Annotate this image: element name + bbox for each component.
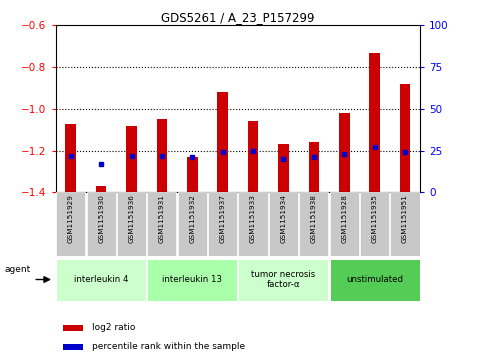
Text: GSM1151929: GSM1151929 (68, 194, 74, 243)
Bar (390, 192, 420, 256)
Text: tumor necrosis
factor-α: tumor necrosis factor-α (251, 270, 315, 289)
Bar (56, 259, 146, 301)
Text: GSM1151951: GSM1151951 (402, 194, 408, 243)
Text: GSM1151937: GSM1151937 (220, 194, 226, 243)
Text: GSM1151935: GSM1151935 (371, 194, 378, 243)
Text: agent: agent (4, 265, 31, 274)
Text: GSM1151930: GSM1151930 (98, 194, 104, 243)
Bar (217, 92, 228, 192)
Text: GSM1151931: GSM1151931 (159, 194, 165, 243)
Bar (239, 259, 328, 301)
Bar (187, 157, 198, 192)
Bar (65, 123, 76, 192)
Text: GSM1151938: GSM1151938 (311, 194, 317, 243)
Text: GSM1151936: GSM1151936 (128, 194, 135, 243)
Bar (269, 192, 298, 256)
Text: GSM1151934: GSM1151934 (281, 194, 286, 243)
Bar (178, 192, 207, 256)
Text: GSM1151933: GSM1151933 (250, 194, 256, 243)
Bar (96, 186, 106, 192)
Text: percentile rank within the sample: percentile rank within the sample (92, 342, 245, 351)
Bar (369, 53, 380, 192)
Bar (86, 192, 116, 256)
Bar (248, 121, 258, 192)
Text: interleukin 13: interleukin 13 (162, 275, 222, 284)
Bar (117, 192, 146, 256)
Title: GDS5261 / A_23_P157299: GDS5261 / A_23_P157299 (161, 11, 314, 24)
Bar (126, 126, 137, 192)
Text: GSM1151932: GSM1151932 (189, 194, 195, 243)
Text: GSM1151928: GSM1151928 (341, 194, 347, 243)
Text: unstimulated: unstimulated (346, 275, 403, 284)
Bar (63, 325, 83, 331)
Bar (309, 142, 319, 192)
Bar (339, 113, 350, 192)
Bar (360, 192, 389, 256)
Bar (299, 192, 328, 256)
Bar (239, 192, 268, 256)
Bar (400, 84, 411, 192)
Bar (147, 259, 237, 301)
Bar (56, 192, 85, 256)
Bar (208, 192, 237, 256)
Text: interleukin 4: interleukin 4 (74, 275, 128, 284)
Bar (63, 343, 83, 350)
Bar (330, 259, 420, 301)
Bar (156, 119, 167, 192)
Bar (147, 192, 176, 256)
Text: log2 ratio: log2 ratio (92, 323, 135, 333)
Bar (330, 192, 359, 256)
Bar (278, 144, 289, 192)
